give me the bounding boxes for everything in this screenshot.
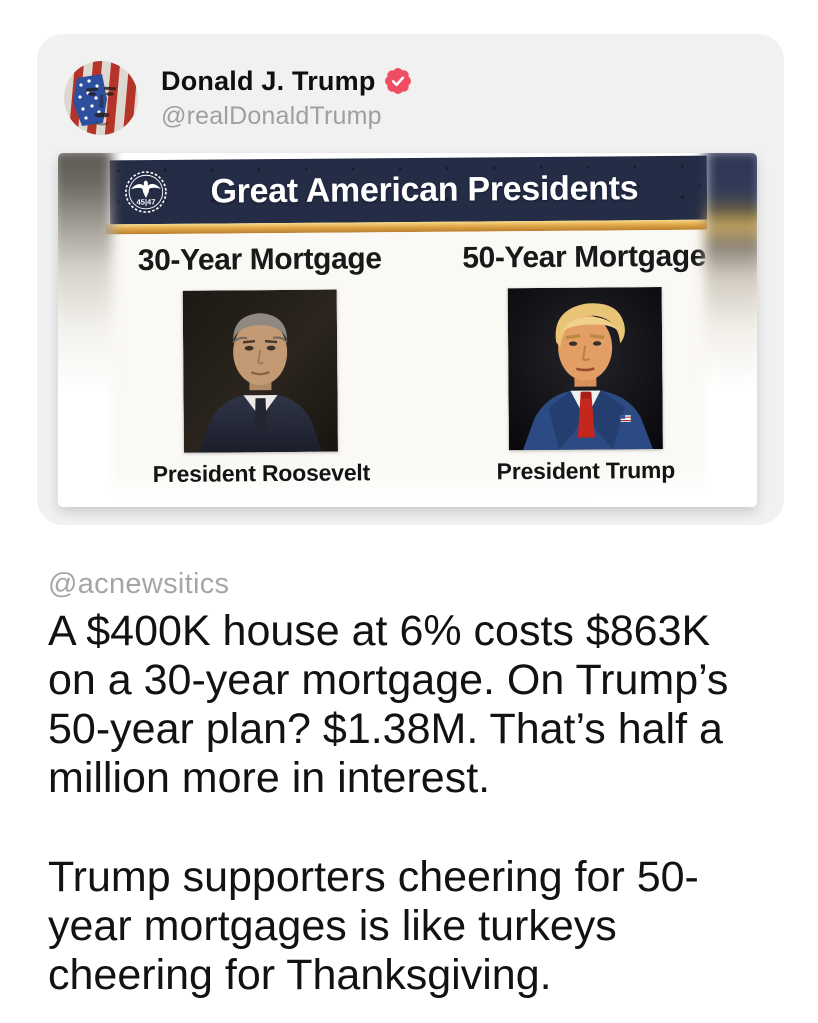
author-id-block: Donald J. Trump [161,66,411,131]
comparison-panel: 30-Year Mortgage [97,229,749,503]
photo-blur-edge-left [58,153,112,507]
trump-portrait [507,287,663,451]
flag-face-avatar-icon [64,61,138,135]
caption-paragraph-1: A $400K house at 6% costs $863K on a 30-… [48,607,729,802]
svg-text:45|47: 45|47 [136,197,155,206]
portrait-caption: President Trump [496,456,676,485]
tv-graphic: 45|47 Great American Presidents 30-Year … [58,153,757,507]
graphic-title: Great American Presidents [210,168,639,211]
verified-badge-icon [384,68,411,94]
mortgage-column-30yr: 30-Year Mortgage [97,232,424,503]
roosevelt-portrait [182,289,339,453]
avatar[interactable] [64,61,138,135]
tweet-card: Donald J. Trump [37,34,784,525]
caption-block: @acnewsitics A $400K house at 6% costs $… [48,568,748,1000]
photo-blur-edge-right [705,153,757,507]
column-label: 30-Year Mortgage [137,242,382,278]
presidential-seal-icon: 45|47 [124,170,168,214]
mortgage-column-50yr: 50-Year Mortgage [422,229,749,500]
author-name[interactable]: Donald J. Trump [161,65,376,96]
embedded-graphic-photo[interactable]: 45|47 Great American Presidents 30-Year … [58,153,757,507]
author-handle[interactable]: @realDonaldTrump [161,101,382,130]
caption-handle[interactable]: @acnewsitics [48,568,230,600]
portrait-caption: President Roosevelt [152,459,371,488]
caption-paragraph-2: Trump supporters cheering for 50-year mo… [48,853,699,999]
profile-row: Donald J. Trump [64,61,411,135]
column-label: 50-Year Mortgage [462,239,707,275]
graphic-banner: 45|47 Great American Presidents [109,155,708,225]
